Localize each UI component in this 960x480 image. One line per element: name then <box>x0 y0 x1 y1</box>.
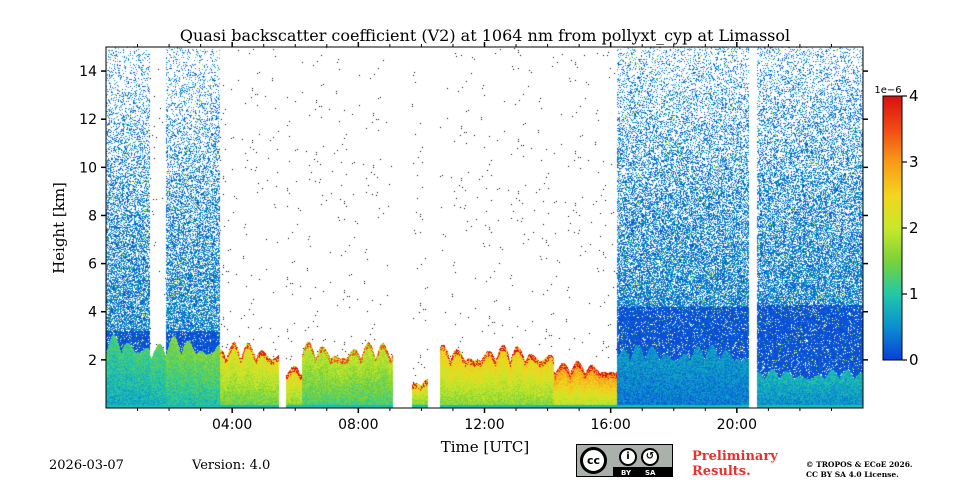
y-tick-label: 6 <box>88 257 97 273</box>
y-tick-label: 4 <box>88 305 97 321</box>
colorbar-exponent: 1e−6 <box>874 85 901 96</box>
colorbar-tick-label: 1 <box>909 285 919 303</box>
license-bar <box>613 467 672 476</box>
copyright-notice: © TROPOS & ECoE 2026. CC BY SA 4.0 Licen… <box>806 460 913 480</box>
backscatter-heatmap <box>106 47 863 408</box>
y-tick-label: 10 <box>79 160 97 176</box>
preliminary-notice: Preliminary Results. <box>692 449 778 479</box>
x-tick-label: 20:00 <box>717 417 757 433</box>
heatmap-plot-area <box>106 47 863 408</box>
colorbar <box>882 95 903 361</box>
footer-date: 2026-03-07 <box>49 458 124 473</box>
x-tick-label: 12:00 <box>464 417 504 433</box>
y-tick-label: 14 <box>79 64 97 80</box>
x-axis: 04:00 08:00 12:00 16:00 20:00 <box>137 42 832 433</box>
colorbar-tick-label: 2 <box>909 219 919 237</box>
colorbar-tick-label: 4 <box>909 87 919 105</box>
colorbar-tick-label: 3 <box>909 153 919 171</box>
x-tick-label: 16:00 <box>590 417 630 433</box>
chart-title: Quasi backscatter coefficient (V2) at 10… <box>180 26 790 45</box>
colorbar-tick-label: 0 <box>909 351 919 369</box>
attribution-person-icon: i <box>619 448 637 466</box>
copyright-line-2: CC BY SA 4.0 License. <box>806 470 899 479</box>
y-tick-label: 8 <box>88 208 97 224</box>
y-tick-label: 12 <box>79 112 97 128</box>
preliminary-line-2: Results. <box>692 464 751 479</box>
preliminary-line-1: Preliminary <box>692 449 778 464</box>
sa-label: SA <box>645 469 656 477</box>
colorbar-ticks: 0 1 2 3 4 <box>902 87 919 369</box>
footer-version: Version: 4.0 <box>192 458 271 473</box>
x-tick-label: 04:00 <box>212 417 252 433</box>
by-label: BY <box>621 469 632 477</box>
y-axis-label: Height [km] <box>50 182 68 274</box>
license-badge: cc i ↺ BY SA <box>576 444 673 477</box>
x-axis-label: Time [UTC] <box>441 438 530 456</box>
y-axis: 2 4 6 8 10 12 14 <box>79 64 868 369</box>
y-tick-label: 2 <box>88 353 97 369</box>
x-tick-label: 08:00 <box>338 417 378 433</box>
share-alike-icon: ↺ <box>641 448 659 466</box>
cc-icon: cc <box>580 447 607 474</box>
copyright-line-1: © TROPOS & ECoE 2026. <box>806 460 913 469</box>
